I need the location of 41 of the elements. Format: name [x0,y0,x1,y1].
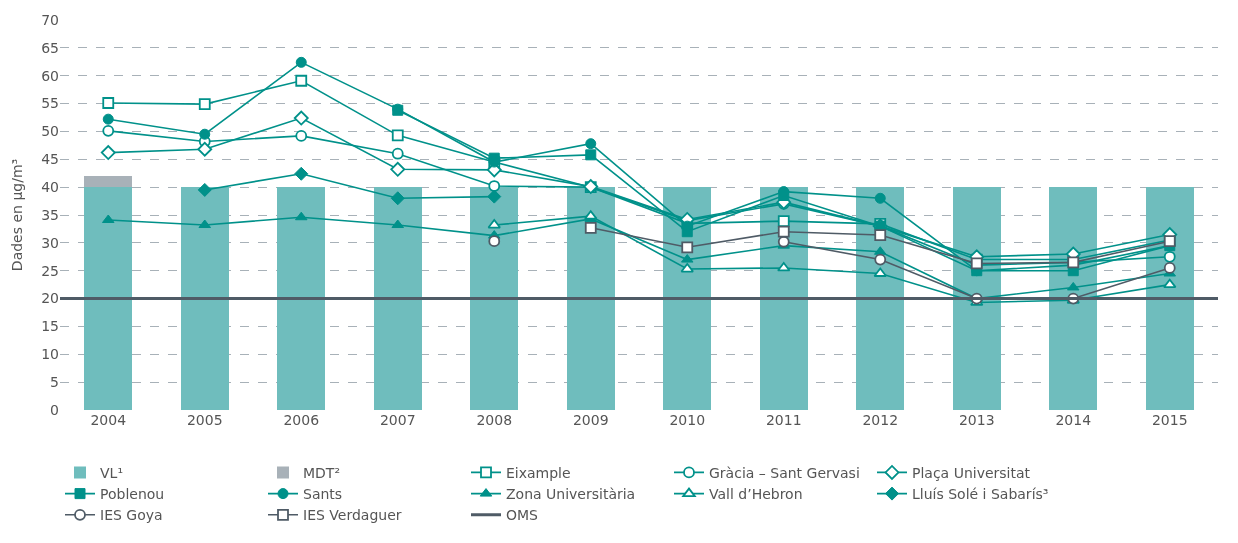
y-tick-label: 25 [41,262,59,279]
y-tick-label: 45 [41,151,59,168]
y-tick-label: 55 [41,95,59,112]
x-tick-label: 2014 [1055,412,1092,428]
x-tick-label: 2004 [90,412,127,428]
y-tick-label: 50 [41,123,59,140]
y-tick-label: 70 [41,11,59,28]
y-tick-label: 15 [41,318,59,335]
y-tick-label: 60 [41,67,59,84]
y-tick-label: 35 [41,206,59,223]
legend-label: VL¹ [100,464,123,481]
legend-label: Poblenou [100,486,165,503]
legend-label: Zona Universitària [506,486,636,503]
legend-label: Vall d’Hebron [709,486,803,503]
x-tick-label: 2005 [186,412,223,428]
y-tick-label: 10 [41,346,59,363]
legend-label: IES Verdaguer [303,507,402,524]
x-tick-label: 2013 [958,412,995,428]
y-tick-label: 20 [41,290,59,307]
legend-label: Plaça Universitat [912,464,1031,481]
x-tick-label: 2008 [476,412,513,428]
x-tick-label: 2009 [572,412,609,428]
x-tick-label: 2012 [862,412,899,428]
legend-label: Eixample [506,464,571,481]
legend-label: MDT² [303,464,341,481]
x-tick-label: 2007 [379,412,416,428]
y-tick-label: 65 [41,39,59,56]
legend-label: Lluís Solé i Sabarís³ [912,486,1049,503]
y-tick-label: 30 [41,234,59,251]
x-tick-label: 2011 [765,412,802,428]
legend-label: OMS [506,507,539,524]
legend-label: IES Goya [100,507,163,524]
x-tick-label: 2010 [669,412,706,428]
y-tick-label: 5 [50,374,59,391]
y-tick-label: 0 [50,401,59,418]
y-axis-title: Dades en µg/m³ [8,158,25,272]
x-tick-label: 2006 [283,412,320,428]
x-tick-label: 2015 [1151,412,1188,428]
legend-label: Gràcia – Sant Gervasi [709,464,860,481]
legend-label: Sants [303,486,343,503]
y-tick-label: 40 [41,179,59,196]
